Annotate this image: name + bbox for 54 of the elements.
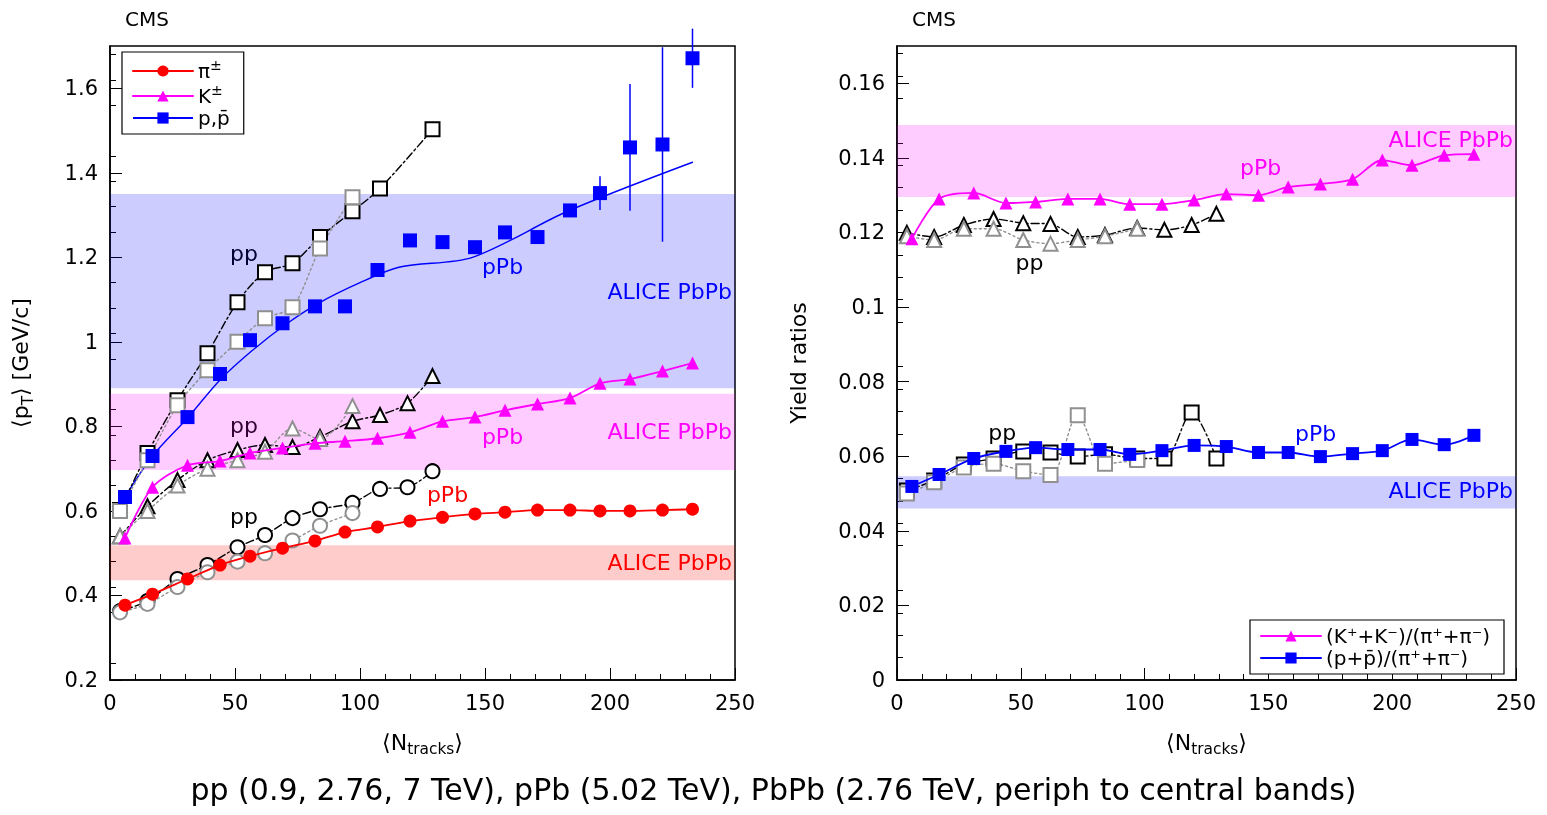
annotation: pp [230,240,258,266]
y-axis-title: Yield ratios [785,302,811,425]
annotation: pPb [426,482,469,508]
legend-label: (p+p̄)/(π⁺+π⁻) [1326,646,1469,670]
x-tick-label: 250 [1495,690,1537,715]
text: pp (0.9, 2.76, 7 TeV), pPb (5.02 TeV), PbPb (2.76 TeV, periph to central bands) [189,771,1358,809]
x-tick-label: 150 [464,690,506,715]
annotation: pp [230,503,258,529]
x-tick-label: 200 [589,690,631,715]
annotation: pp [1015,250,1044,276]
y-tick-label: 1.2 [64,245,98,270]
y-tick-label: 0.2 [64,668,98,692]
x-tick-label: 250 [714,690,756,715]
legend-label: p,p̄ [198,106,230,130]
y-tick-label: 0.06 [838,444,885,469]
y-tick-label: 0.04 [838,518,885,543]
x-tick-label: 50 [1007,690,1035,715]
x-tick-label: 0 [103,690,117,715]
y-tick-label: 1.4 [64,160,98,185]
y-tick-label: 0.14 [838,145,885,170]
annotation: pp [230,413,258,439]
band-label: ALICE PbPb [1388,477,1513,503]
y-axis-title: ⟨pT⟩ [GeV/c] [8,298,37,428]
y-tick-label: 0.12 [838,220,885,245]
annotation: pPb [481,253,524,279]
y-tick-label: 0.02 [838,593,885,618]
legend-label: K± [198,82,223,108]
band-label: ALICE PbPb [607,278,732,304]
x-tick-label: 50 [221,690,249,715]
y-tick-label: 1 [84,329,98,354]
y-tick-label: 0.1 [851,295,885,320]
legend-label: (K⁺+K⁻)/(π⁺+π⁻) [1326,624,1491,648]
band-label: ALICE PbPb [607,419,732,445]
x-tick-label: 100 [339,690,381,715]
annotation: pp [988,419,1017,445]
y-tick-label: 0.8 [64,414,98,439]
y-tick-label: 0.4 [64,583,98,608]
legend-label: π± [198,57,222,83]
x-tick-label: 100 [1124,690,1165,715]
y-tick-label: 0.6 [64,498,98,523]
band-label: ALICE PbPb [607,550,732,576]
band-label: ALICE PbPb [1388,126,1513,152]
annotation: pPb [481,423,524,449]
x-tick-label: 0 [890,690,904,715]
chart-title: CMS [912,7,956,31]
y-tick-label: 0 [871,668,885,692]
y-tick-label: 0.08 [838,369,885,394]
y-tick-label: 0.16 [838,71,885,96]
x-tick-label: 150 [1248,690,1289,715]
y-tick-label: 1.6 [64,76,98,101]
chart-title: CMS [125,7,169,31]
annotation: pPb [1295,421,1337,447]
annotation: pPb [1240,155,1282,181]
x-tick-label: 200 [1372,690,1413,715]
